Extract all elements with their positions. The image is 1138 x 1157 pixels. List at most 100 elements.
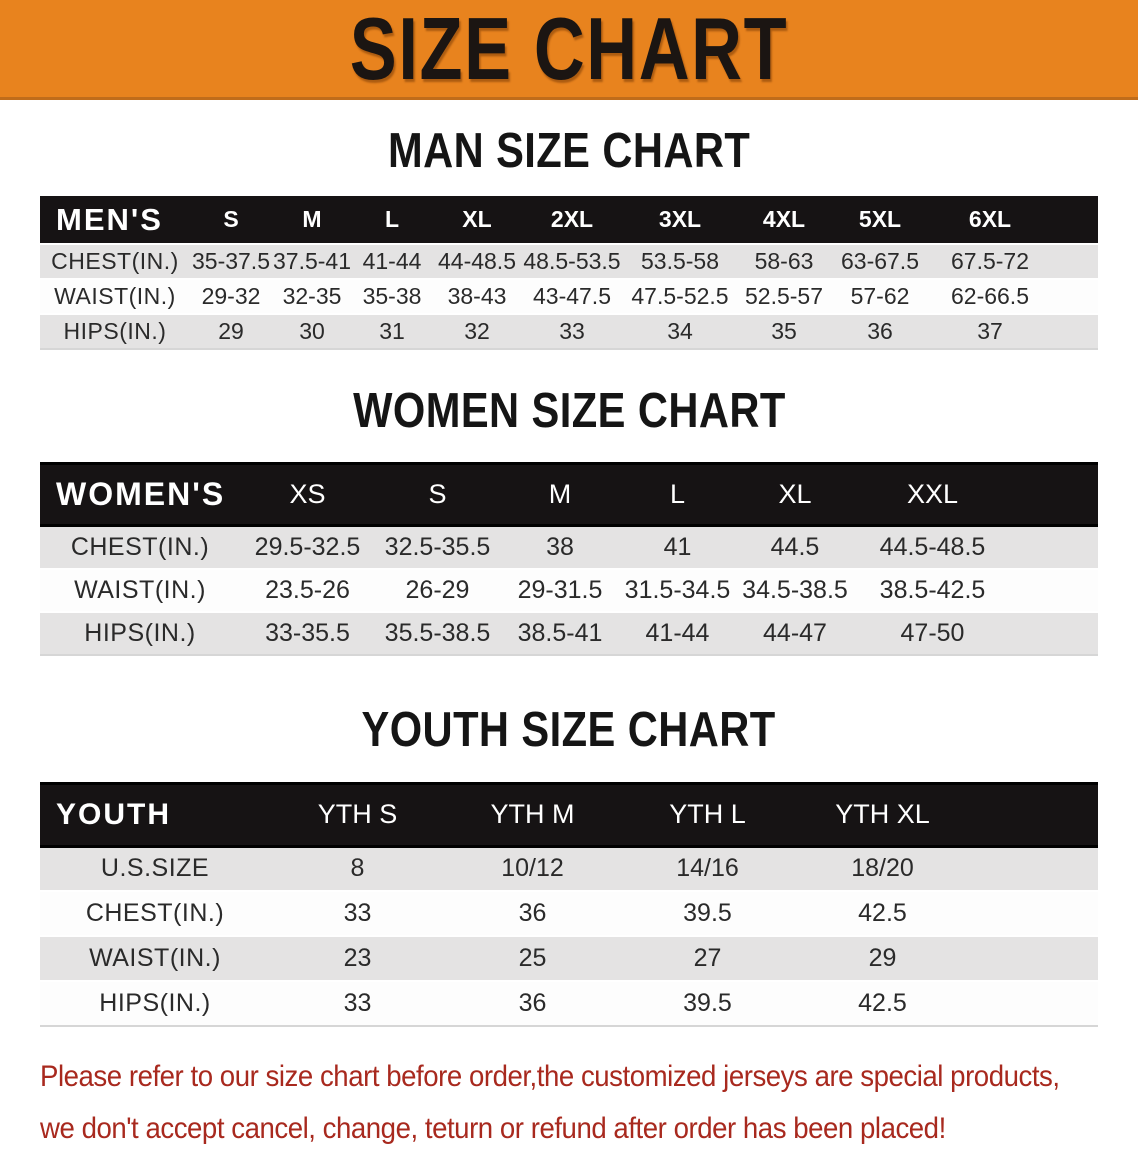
cell: 47.5-52.5 bbox=[631, 283, 729, 309]
youth-header-row: YOUTH YTH S YTH M YTH L YTH XL bbox=[40, 781, 1098, 848]
cell: 37.5-41 bbox=[272, 248, 351, 274]
spacer-cell bbox=[1010, 462, 1098, 527]
disclaimer-text: Please refer to our size chart before or… bbox=[40, 1053, 1138, 1157]
men-chest-row: CHEST(IN.) 35-37.5 37.5-41 41-44 44-48.5… bbox=[40, 244, 1098, 279]
youth-col-header-s: YTH S bbox=[270, 781, 445, 848]
cell: 31 bbox=[379, 318, 405, 344]
women-section-title-text: WOMEN SIZE CHART bbox=[352, 384, 786, 438]
cell: 27 bbox=[693, 944, 722, 972]
cell: 35-38 bbox=[362, 283, 422, 309]
cell: 33 bbox=[559, 318, 585, 344]
cell: 41 bbox=[663, 532, 692, 561]
cell: 32.5-35.5 bbox=[384, 532, 491, 561]
row-label: HIPS(IN.) bbox=[84, 618, 196, 647]
spacer-cell bbox=[1010, 526, 1098, 569]
spacer-cell bbox=[1010, 569, 1098, 612]
women-hips-row: HIPS(IN.) 33-35.5 35.5-38.5 38.5-41 41-4… bbox=[40, 611, 1098, 655]
youth-col-header-xl: YTH XL bbox=[795, 781, 970, 848]
cell: 32-35 bbox=[282, 283, 342, 309]
cell: 38 bbox=[546, 532, 574, 561]
spacer-cell bbox=[970, 981, 1098, 1026]
cell: 29-32 bbox=[201, 283, 261, 309]
cell: 23 bbox=[343, 944, 372, 972]
cell: 38.5-41 bbox=[517, 618, 603, 647]
cell: 36 bbox=[867, 318, 893, 344]
cell: 25 bbox=[518, 944, 547, 972]
cell: 35.5-38.5 bbox=[384, 618, 491, 647]
cell: 8 bbox=[350, 854, 365, 883]
men-col-header-3xl: 3XL bbox=[622, 196, 738, 244]
men-group-header: MEN'S bbox=[40, 196, 190, 244]
row-label: WAIST(IN.) bbox=[89, 944, 221, 972]
men-col-header-4xl: 4XL bbox=[738, 196, 830, 244]
cell: 26-29 bbox=[405, 575, 470, 604]
banner-title: SIZE CHART bbox=[349, 0, 789, 98]
cell: 36 bbox=[518, 899, 547, 927]
cell: 63-67.5 bbox=[840, 248, 919, 274]
row-label: CHEST(IN.) bbox=[85, 899, 225, 927]
spacer-cell bbox=[1050, 279, 1098, 314]
women-header-row: WOMEN'S XS S M L XL XXL bbox=[40, 462, 1098, 527]
cell: 41-44 bbox=[362, 248, 422, 274]
row-label: U.S.SIZE bbox=[100, 854, 210, 883]
cell: 37 bbox=[977, 318, 1003, 344]
youth-col-header-l: YTH L bbox=[620, 781, 795, 848]
women-waist-row: WAIST(IN.) 23.5-26 26-29 29-31.5 31.5-34… bbox=[40, 568, 1098, 612]
men-size-table: MEN'S S M L XL 2XL 3XL 4XL 5XL 6XL CHEST… bbox=[40, 196, 1098, 350]
men-section-title-text: MAN SIZE CHART bbox=[387, 124, 751, 178]
disclaimer-line-1: Please refer to our size chart before or… bbox=[40, 1060, 1060, 1093]
women-chest-row: CHEST(IN.) 29.5-32.5 32.5-35.5 38 41 44.… bbox=[40, 525, 1098, 569]
youth-hips-row: HIPS(IN.) 33 36 39.5 42.5 bbox=[40, 981, 1098, 1026]
spacer-cell bbox=[1010, 612, 1098, 655]
cell: 10/12 bbox=[501, 854, 564, 883]
cell: 42.5 bbox=[858, 989, 907, 1017]
spacer-cell bbox=[970, 936, 1098, 981]
spacer-cell bbox=[970, 846, 1098, 891]
cell: 53.5-58 bbox=[640, 248, 719, 274]
cell: 47-50 bbox=[900, 618, 965, 647]
cell: 48.5-53.5 bbox=[523, 248, 621, 274]
cell: 33 bbox=[343, 989, 372, 1017]
men-hips-row: HIPS(IN.) 29 30 31 32 33 34 35 36 37 bbox=[40, 314, 1098, 349]
youth-col-header-m: YTH M bbox=[445, 781, 620, 848]
spacer-cell bbox=[1050, 244, 1098, 279]
cell: 34.5-38.5 bbox=[742, 575, 848, 604]
spacer-cell bbox=[1050, 314, 1098, 349]
women-col-header-xxl: XXL bbox=[855, 462, 1010, 527]
youth-section-title: YOUTH SIZE CHART bbox=[0, 705, 1138, 755]
women-col-header-xs: XS bbox=[240, 462, 375, 527]
men-col-header-l: L bbox=[352, 196, 432, 244]
row-label: CHEST(IN.) bbox=[51, 248, 179, 274]
women-col-header-s: S bbox=[375, 462, 500, 527]
cell: 44-47 bbox=[763, 618, 827, 647]
cell: 36 bbox=[518, 989, 547, 1017]
cell: 44.5-48.5 bbox=[879, 532, 986, 561]
cell: 35 bbox=[771, 318, 797, 344]
cell: 35-37.5 bbox=[191, 248, 270, 274]
cell: 29-31.5 bbox=[517, 575, 603, 604]
spacer-cell bbox=[970, 781, 1098, 848]
men-section-title: MAN SIZE CHART bbox=[0, 127, 1138, 176]
cell: 29 bbox=[218, 318, 244, 344]
youth-ussize-row: U.S.SIZE 8 10/12 14/16 18/20 bbox=[40, 846, 1098, 891]
row-label: CHEST(IN.) bbox=[70, 532, 210, 561]
cell: 57-62 bbox=[850, 283, 910, 309]
men-col-header-m: M bbox=[272, 196, 352, 244]
youth-group-header: YOUTH bbox=[40, 781, 270, 848]
disclaimer-line-2: we don't accept cancel, change, teturn o… bbox=[40, 1112, 946, 1145]
row-label: HIPS(IN.) bbox=[99, 989, 211, 1017]
cell: 43-47.5 bbox=[532, 283, 611, 309]
cell: 23.5-26 bbox=[265, 575, 350, 604]
men-col-header-s: S bbox=[190, 196, 272, 244]
cell: 52.5-57 bbox=[744, 283, 823, 309]
cell: 41-44 bbox=[645, 618, 710, 647]
women-col-header-l: L bbox=[620, 462, 735, 527]
cell: 38-43 bbox=[447, 283, 507, 309]
cell: 33-35.5 bbox=[265, 618, 350, 647]
cell: 31.5-34.5 bbox=[624, 575, 731, 604]
cell: 34 bbox=[667, 318, 693, 344]
spacer-cell bbox=[970, 891, 1098, 936]
cell: 18/20 bbox=[851, 854, 914, 883]
cell: 39.5 bbox=[683, 899, 732, 927]
row-label: WAIST(IN.) bbox=[54, 283, 176, 309]
